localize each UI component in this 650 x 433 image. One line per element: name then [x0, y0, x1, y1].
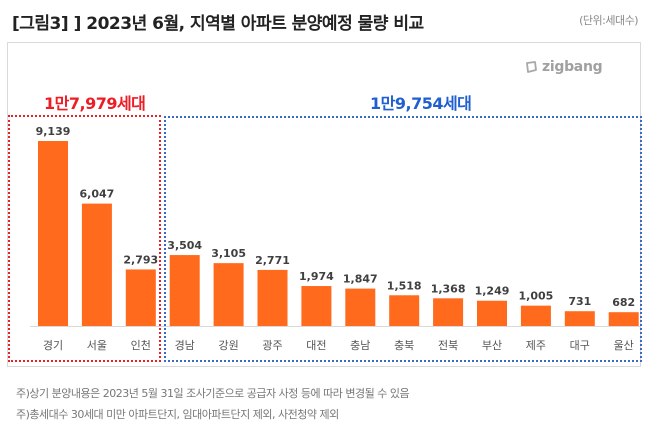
unit-label: (단위:세대수) — [579, 14, 638, 27]
data-label: 1,249 — [475, 285, 510, 298]
bar-울산 — [608, 312, 639, 326]
x-tick-label: 충남 — [350, 339, 370, 352]
zigbang-logo: zigbang — [524, 59, 603, 75]
group-total-metro: 1만7,979세대 — [44, 94, 146, 113]
x-tick-label: 대전 — [306, 339, 326, 352]
x-tick-label: 강원 — [218, 339, 238, 352]
x-tick-label: 제주 — [526, 339, 546, 352]
bar-부산 — [477, 300, 507, 326]
bar-서울 — [81, 203, 112, 326]
group-box-regional — [164, 116, 642, 362]
bar-경남 — [169, 255, 200, 326]
chart-title: [그림3] ] 2023년 6월, 지역별 아파트 분양예정 물량 비교 — [12, 14, 424, 34]
x-tick-label: 경남 — [175, 339, 195, 352]
data-label: 1,518 — [387, 279, 422, 292]
x-tick-label: 충북 — [394, 339, 414, 352]
bar-충남 — [345, 288, 376, 326]
bar-강원 — [213, 263, 244, 326]
bar-광주 — [257, 269, 288, 326]
data-label: 1,847 — [343, 273, 378, 286]
data-label: 1,974 — [299, 270, 334, 283]
zigbang-logo-icon — [526, 61, 537, 73]
x-tick-label: 인천 — [131, 338, 151, 352]
x-tick-label: 울산 — [614, 339, 634, 352]
data-label: 3,504 — [167, 239, 202, 252]
data-label: 1,005 — [519, 290, 554, 303]
x-tick-label: 광주 — [262, 339, 282, 352]
data-label: 3,105 — [211, 247, 246, 260]
data-label: 1,368 — [431, 282, 466, 295]
data-label: 2,793 — [123, 253, 158, 266]
bar-대전 — [301, 286, 332, 326]
bar-인천 — [125, 269, 156, 326]
bar-충북 — [389, 295, 420, 326]
group-total-regional: 1만9,754세대 — [370, 94, 472, 113]
data-label: 9,139 — [36, 125, 71, 138]
bar-전북 — [433, 298, 464, 326]
data-label: 731 — [568, 295, 591, 308]
x-tick-label: 전북 — [438, 339, 458, 352]
data-label: 6,047 — [80, 188, 115, 201]
bar-제주 — [520, 305, 551, 326]
footnote-2: 주)총세대수 30세대 미만 아파트단지, 임대아파트단지 제외, 사전청약 제… — [16, 408, 339, 421]
data-label: 682 — [612, 296, 635, 309]
logo-text: zigbang — [542, 59, 603, 75]
x-tick-label: 서울 — [87, 339, 107, 352]
x-tick-label: 대구 — [570, 339, 590, 352]
footnote-1: 주)상기 분양내용은 2023년 5월 31일 조사기준으로 공급자 사정 등에… — [16, 387, 410, 400]
bar-대구 — [564, 311, 595, 326]
group-box-metro — [8, 115, 161, 362]
data-label: 2,771 — [255, 254, 290, 267]
x-tick-label: 부산 — [482, 339, 502, 352]
x-tick-label: 경기 — [43, 339, 63, 352]
bar-경기 — [38, 141, 68, 326]
